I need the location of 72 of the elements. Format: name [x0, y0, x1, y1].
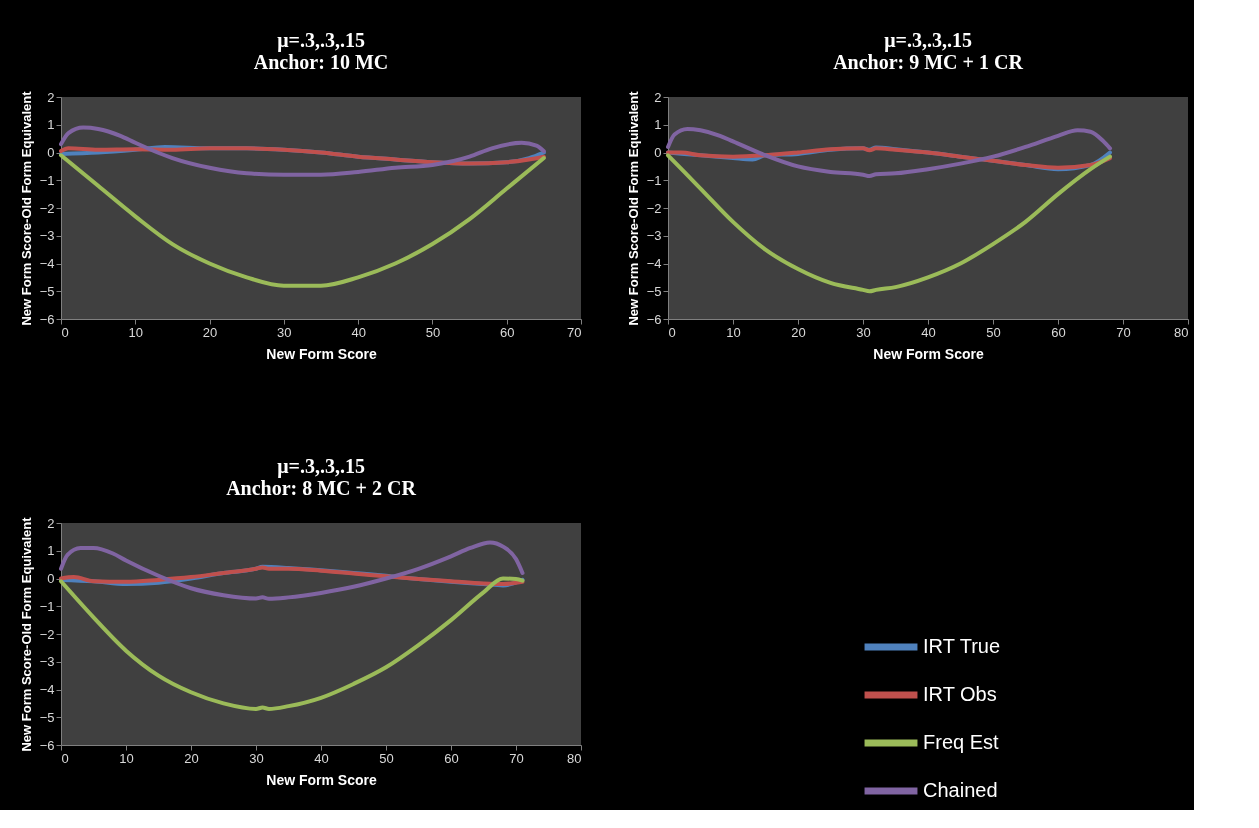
- y-tick-label: −3: [646, 228, 662, 244]
- x-tick-label: 10: [128, 324, 144, 340]
- x-axis-title: New Form Score: [266, 771, 377, 788]
- y-tick-label: −5: [39, 283, 55, 299]
- x-tick-label: 80: [567, 750, 582, 766]
- x-tick-label: 20: [791, 324, 806, 340]
- line-series: [59, 125, 546, 177]
- legend-label: Freq Est: [923, 731, 1000, 753]
- y-tick-label: −6: [646, 311, 662, 327]
- y-tick-label: 0: [47, 145, 55, 160]
- x-axis-title: New Form Score: [266, 345, 377, 362]
- x-tick-label: 20: [184, 750, 199, 766]
- line-series: [59, 153, 546, 288]
- x-tick-label: 50: [425, 324, 441, 340]
- y-tick-label: −1: [39, 598, 55, 614]
- x-tick-label: 40: [314, 750, 329, 766]
- x-tick-label: 50: [379, 750, 394, 766]
- text: μ=.3,.3,.15: [884, 28, 972, 51]
- text: μ=.3,.3,.15: [277, 454, 365, 477]
- y-tick-label: −1: [39, 172, 55, 188]
- x-tick-label: 0: [668, 324, 676, 340]
- y-tick-label: −2: [646, 200, 662, 216]
- y-tick-label: 1: [47, 543, 55, 559]
- y-tick-label: −3: [39, 654, 55, 670]
- line-series: [666, 126, 1112, 179]
- y-tick-label: −5: [646, 283, 662, 299]
- x-axis-title: New Form Score: [873, 345, 984, 362]
- line-series: [59, 576, 525, 711]
- y-axis-title: New Form Score-Old Form Equivalent: [18, 90, 34, 326]
- y-axis-title: New Form Score-Old Form Equivalent: [18, 516, 34, 752]
- x-tick-label: 40: [351, 324, 366, 340]
- x-tick-label: 50: [986, 324, 1001, 340]
- legend-label: Chained: [923, 779, 998, 801]
- y-tick-label: 0: [654, 145, 662, 160]
- y-tick-label: 2: [654, 89, 662, 105]
- y-tick-label: −4: [646, 256, 662, 271]
- x-tick-label: 0: [61, 324, 69, 340]
- x-tick-label: 70: [567, 324, 582, 340]
- y-tick-label: 0: [47, 571, 55, 586]
- y-tick-label: 2: [47, 89, 55, 105]
- y-tick-label: −4: [39, 682, 55, 697]
- line-series: [59, 540, 525, 601]
- x-tick-label: 70: [1116, 324, 1131, 340]
- x-tick-label: 10: [119, 750, 134, 766]
- legend-label: IRT Obs: [923, 683, 997, 705]
- x-tick-label: 60: [444, 750, 459, 766]
- y-tick-label: −2: [39, 626, 55, 642]
- line-series: [666, 153, 1112, 294]
- x-tick-label: 60: [1051, 324, 1066, 340]
- x-tick-label: 30: [277, 324, 292, 340]
- y-tick-label: 1: [654, 117, 662, 133]
- x-tick-label: 60: [499, 324, 515, 340]
- y-tick-label: −5: [39, 709, 55, 725]
- text: μ=.3,.3,.15: [277, 28, 365, 51]
- x-tick-label: 0: [61, 750, 69, 766]
- y-tick-label: −6: [39, 311, 55, 327]
- y-tick-label: −4: [39, 256, 55, 271]
- y-tick-label: −1: [646, 172, 662, 188]
- y-axis-title: New Form Score-Old Form Equivalent: [625, 90, 641, 326]
- y-tick-label: −2: [39, 200, 55, 216]
- x-tick-label: 40: [921, 324, 936, 340]
- y-tick-label: −3: [39, 228, 55, 244]
- y-tick-label: −6: [39, 737, 55, 753]
- x-tick-label: 30: [856, 324, 871, 340]
- x-tick-label: 30: [249, 750, 264, 766]
- y-tick-label: 1: [47, 117, 55, 133]
- y-tick-label: 2: [47, 515, 55, 531]
- x-tick-label: 70: [509, 750, 524, 766]
- x-tick-label: 20: [202, 324, 218, 340]
- x-tick-label: 10: [726, 324, 741, 340]
- legend-label: IRT True: [923, 635, 1001, 657]
- x-tick-label: 80: [1174, 324, 1189, 340]
